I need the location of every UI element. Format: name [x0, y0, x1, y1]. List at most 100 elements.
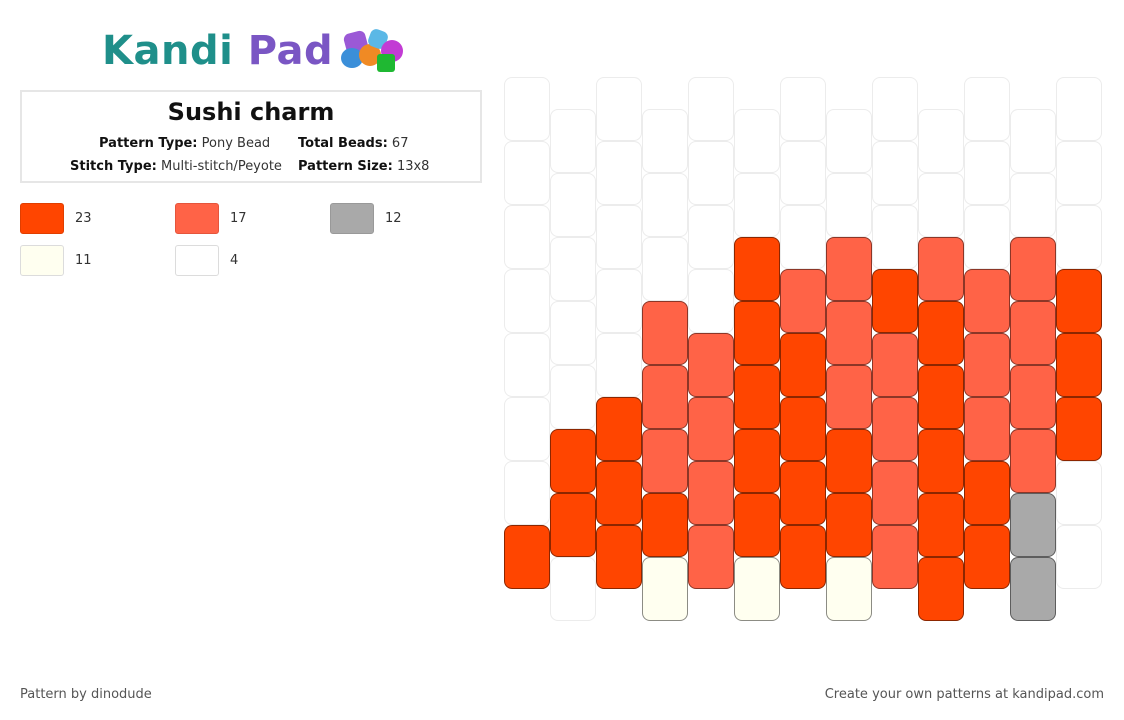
empty-bead-cell[interactable] — [596, 141, 642, 205]
empty-bead-cell[interactable] — [964, 77, 1010, 141]
empty-bead-cell[interactable] — [826, 109, 872, 173]
bead[interactable] — [780, 269, 826, 333]
bead[interactable] — [642, 557, 688, 621]
empty-bead-cell[interactable] — [504, 269, 550, 333]
empty-bead-cell[interactable] — [688, 77, 734, 141]
empty-bead-cell[interactable] — [918, 109, 964, 173]
empty-bead-cell[interactable] — [872, 205, 918, 269]
bead[interactable] — [1010, 237, 1056, 301]
empty-bead-cell[interactable] — [504, 77, 550, 141]
legend-item-red-orange[interactable]: 23 — [20, 203, 92, 234]
bead[interactable] — [1010, 493, 1056, 557]
empty-bead-cell[interactable] — [550, 237, 596, 301]
bead[interactable] — [918, 237, 964, 301]
bead[interactable] — [1010, 301, 1056, 365]
bead[interactable] — [596, 525, 642, 589]
bead[interactable] — [780, 333, 826, 397]
bead[interactable] — [734, 557, 780, 621]
bead[interactable] — [918, 557, 964, 621]
bead[interactable] — [1010, 429, 1056, 493]
bead[interactable] — [872, 397, 918, 461]
bead[interactable] — [642, 429, 688, 493]
bead[interactable] — [872, 525, 918, 589]
empty-bead-cell[interactable] — [642, 109, 688, 173]
empty-bead-cell[interactable] — [504, 205, 550, 269]
empty-bead-cell[interactable] — [596, 269, 642, 333]
empty-bead-cell[interactable] — [642, 237, 688, 301]
bead[interactable] — [596, 461, 642, 525]
bead[interactable] — [734, 365, 780, 429]
bead[interactable] — [688, 397, 734, 461]
empty-bead-cell[interactable] — [550, 557, 596, 621]
bead[interactable] — [688, 461, 734, 525]
empty-bead-cell[interactable] — [826, 173, 872, 237]
empty-bead-cell[interactable] — [688, 205, 734, 269]
empty-bead-cell[interactable] — [596, 77, 642, 141]
bead[interactable] — [918, 493, 964, 557]
empty-bead-cell[interactable] — [504, 397, 550, 461]
bead[interactable] — [688, 525, 734, 589]
bead[interactable] — [642, 301, 688, 365]
legend-item-tomato[interactable]: 17 — [175, 203, 247, 234]
bead[interactable] — [1056, 269, 1102, 333]
kandipad-logo[interactable]: Kandi Pad — [102, 26, 419, 76]
empty-bead-cell[interactable] — [550, 173, 596, 237]
bead[interactable] — [918, 365, 964, 429]
bead[interactable] — [734, 429, 780, 493]
kandipad-link[interactable]: Create your own patterns at kandipad.com — [824, 687, 1104, 702]
empty-bead-cell[interactable] — [1010, 173, 1056, 237]
bead[interactable] — [964, 269, 1010, 333]
bead[interactable] — [734, 493, 780, 557]
bead[interactable] — [780, 525, 826, 589]
empty-bead-cell[interactable] — [550, 301, 596, 365]
bead[interactable] — [734, 301, 780, 365]
bead[interactable] — [1010, 557, 1056, 621]
bead[interactable] — [826, 493, 872, 557]
empty-bead-cell[interactable] — [1056, 77, 1102, 141]
empty-bead-cell[interactable] — [1056, 461, 1102, 525]
empty-bead-cell[interactable] — [872, 77, 918, 141]
empty-bead-cell[interactable] — [734, 109, 780, 173]
bead[interactable] — [504, 525, 550, 589]
empty-bead-cell[interactable] — [780, 205, 826, 269]
bead[interactable] — [780, 397, 826, 461]
empty-bead-cell[interactable] — [596, 333, 642, 397]
empty-bead-cell[interactable] — [504, 461, 550, 525]
empty-bead-cell[interactable] — [550, 109, 596, 173]
bead[interactable] — [826, 237, 872, 301]
bead[interactable] — [872, 461, 918, 525]
bead[interactable] — [964, 397, 1010, 461]
bead[interactable] — [642, 493, 688, 557]
empty-bead-cell[interactable] — [918, 173, 964, 237]
empty-bead-cell[interactable] — [504, 333, 550, 397]
bead[interactable] — [872, 269, 918, 333]
bead[interactable] — [642, 365, 688, 429]
empty-bead-cell[interactable] — [642, 173, 688, 237]
bead[interactable] — [826, 301, 872, 365]
bead[interactable] — [1056, 397, 1102, 461]
bead[interactable] — [918, 429, 964, 493]
empty-bead-cell[interactable] — [964, 205, 1010, 269]
empty-bead-cell[interactable] — [1010, 109, 1056, 173]
empty-bead-cell[interactable] — [780, 141, 826, 205]
bead[interactable] — [826, 429, 872, 493]
empty-bead-cell[interactable] — [964, 141, 1010, 205]
empty-bead-cell[interactable] — [734, 173, 780, 237]
bead[interactable] — [780, 461, 826, 525]
empty-bead-cell[interactable] — [1056, 525, 1102, 589]
legend-item-gray[interactable]: 12 — [330, 203, 402, 234]
bead[interactable] — [964, 461, 1010, 525]
empty-bead-cell[interactable] — [596, 205, 642, 269]
empty-bead-cell[interactable] — [550, 365, 596, 429]
empty-bead-cell[interactable] — [872, 141, 918, 205]
bead[interactable] — [964, 333, 1010, 397]
bead[interactable] — [826, 365, 872, 429]
legend-item-white[interactable]: 4 — [175, 245, 238, 276]
empty-bead-cell[interactable] — [504, 141, 550, 205]
bead[interactable] — [826, 557, 872, 621]
bead[interactable] — [872, 333, 918, 397]
empty-bead-cell[interactable] — [688, 141, 734, 205]
bead[interactable] — [734, 237, 780, 301]
bead[interactable] — [964, 525, 1010, 589]
bead[interactable] — [688, 333, 734, 397]
